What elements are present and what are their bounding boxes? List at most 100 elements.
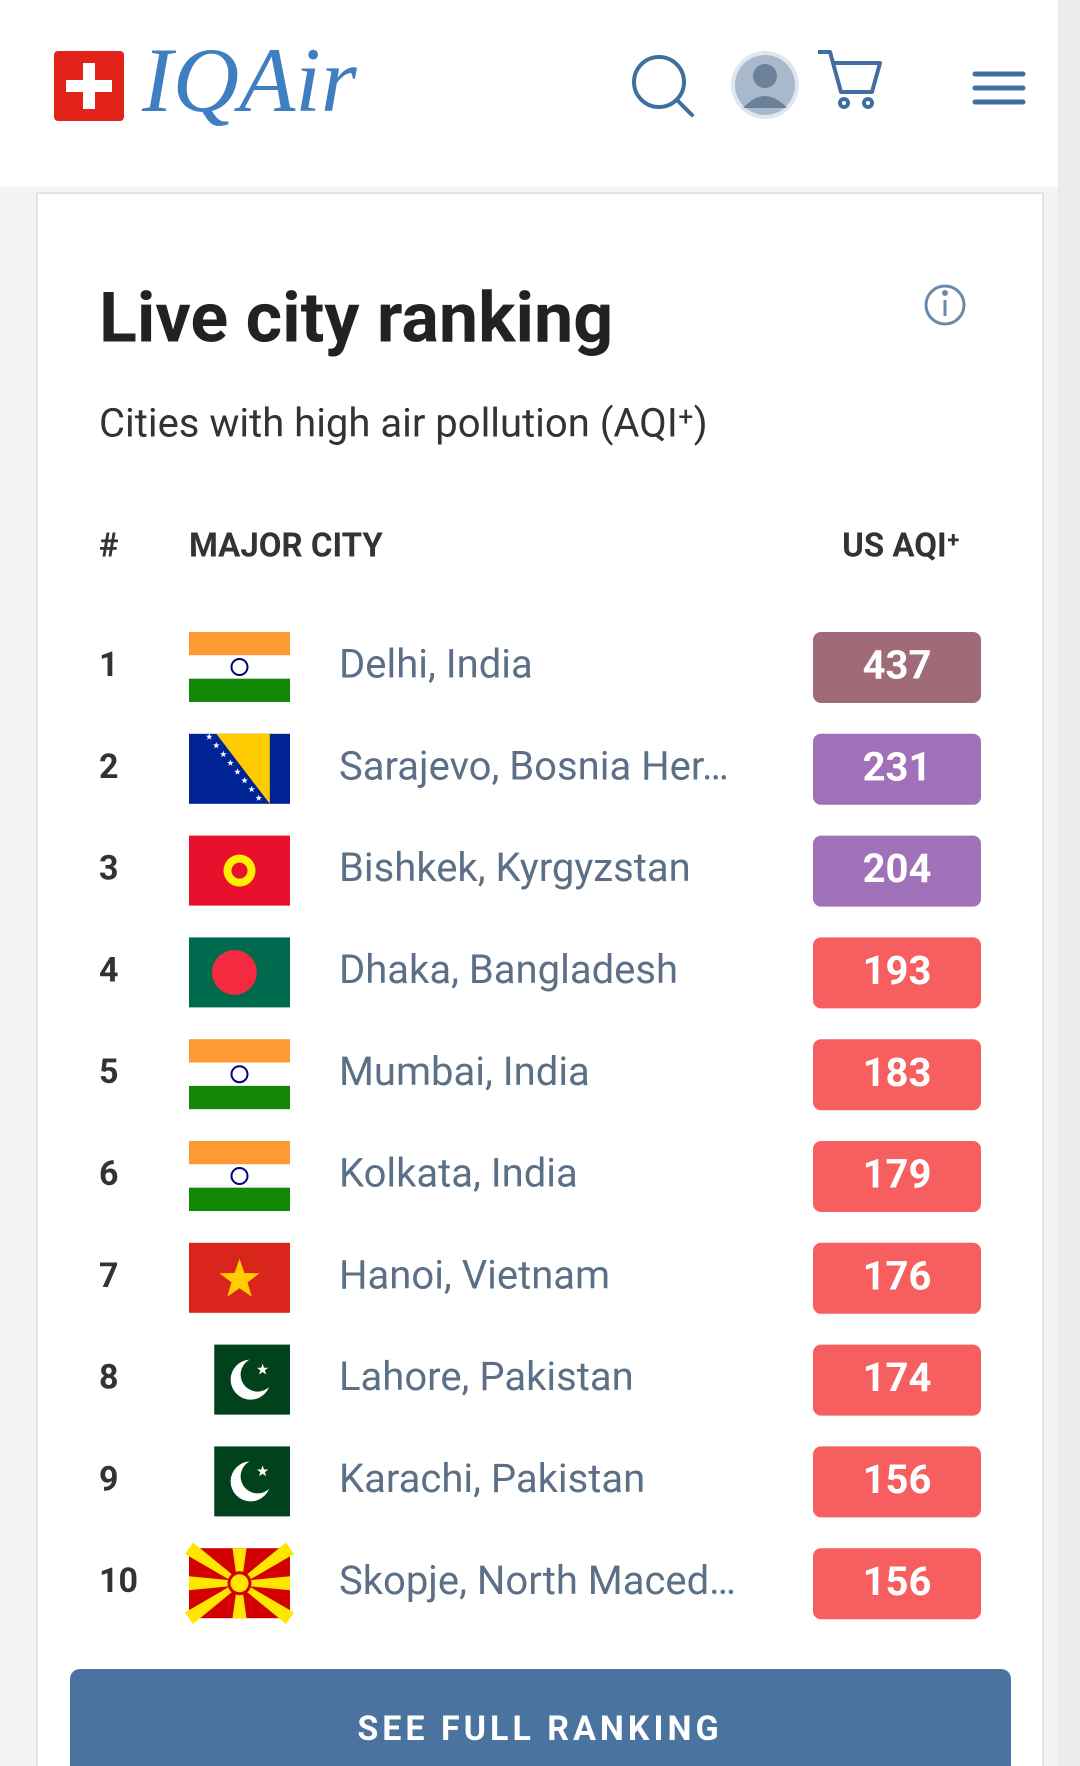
country-flag [189,1141,290,1211]
scrollbar [1058,0,1080,1766]
ray [189,1576,240,1591]
star [256,1363,269,1375]
star [234,768,241,775]
city-name: Karachi, Pakistan [339,1455,645,1502]
country-flag [214,1344,290,1415]
card-title: Live city ranking [99,277,613,359]
ranking-row[interactable]: 1 Delhi, India 437 [99,632,981,703]
lens [632,55,686,109]
avatar[interactable] [731,51,799,119]
city-name: Sarajevo, Bosnia Her… [339,742,729,789]
aqi-badge [813,937,981,1009]
button-bg [70,1669,1011,1766]
chakra [230,1167,249,1185]
aqi-badge [813,835,981,907]
disc [212,950,257,995]
search-icon[interactable] [632,55,694,117]
star [227,759,234,766]
city-name: Bishkek, Kyrgyzstan [339,844,691,891]
ranking-row[interactable]: 3 Bishkek, Kyrgyzstan 204 [99,835,981,907]
rank: 5 [99,1052,119,1092]
chakra [230,1065,249,1084]
avatar-body [743,96,787,108]
aqi-badge [813,1446,981,1518]
city-name: Kolkata, India [339,1150,578,1197]
country-flag [189,733,290,804]
crescent-cut [240,1459,275,1494]
rank: 2 [99,747,119,787]
ranking-row[interactable]: 2 Sarajevo, Bosnia Her… 231 [99,733,981,805]
city-name: Hanoi, Vietnam [339,1251,610,1298]
ranking-row[interactable]: 4 Dhaka, Bangladesh 193 [99,937,981,1009]
country-flag [189,937,290,1008]
aqi-badge [813,1344,981,1416]
sun-core [230,1574,249,1593]
aqi-value: 174 [863,1354,932,1401]
cross [66,80,112,92]
aqi-value: 437 [863,642,932,689]
city-name: Delhi, India [339,641,533,688]
stripe [189,1039,290,1063]
full-ranking-button[interactable]: SEE FULL RANKING [70,1669,1011,1766]
country-flag [189,632,290,702]
column-header: US AQI⁺ [842,527,960,566]
logo-text: IQAir [141,29,358,131]
wheel [862,97,874,109]
star [219,1258,260,1297]
info-circle [924,284,966,326]
star [241,777,248,784]
aqi-value: 183 [863,1049,932,1096]
ray [185,1581,241,1624]
stripe [189,655,290,679]
aqi-badge [813,1039,981,1111]
star [256,1465,269,1477]
ranking-row[interactable]: 6 Kolkata, India 179 [99,1141,981,1212]
wheel [838,97,850,109]
column-header: MAJOR CITY [189,527,383,566]
info-icon[interactable] [924,284,966,326]
aqi-value: 231 [863,743,932,790]
stripe [189,1164,290,1188]
star [205,733,213,740]
country-flag [189,835,290,906]
column-header: # [99,527,119,566]
rank: 10 [99,1561,138,1601]
triangle [216,733,270,804]
aqi-badge [813,1242,981,1314]
rank: 4 [99,950,119,990]
ranking-row[interactable]: 5 Mumbai, India 183 [99,1039,981,1111]
country-flag [214,1446,290,1517]
info-dot [942,290,948,296]
ray [232,1548,247,1584]
ray [238,1542,294,1585]
aqi-value: 204 [863,845,932,892]
aqi-value: 156 [863,1456,932,1503]
stripe [189,678,290,702]
country-flag [189,1242,290,1313]
handle [675,98,694,117]
ranking-row[interactable]: 7 Hanoi, Vietnam 176 [99,1242,981,1314]
crescent-cut [240,1357,275,1392]
rank: 3 [99,849,119,889]
aqi-badge [813,632,981,703]
logo[interactable]: IQAir [54,29,358,131]
stripe [189,1062,290,1086]
menu-icon[interactable] [972,71,1026,105]
aqi-badge [813,733,981,805]
cart-body [818,50,882,94]
rank: 1 [99,645,119,685]
rank: 9 [99,1459,119,1499]
ray [185,1542,241,1585]
stripe [189,1085,290,1110]
cart-icon[interactable] [818,50,882,109]
avatar-head [753,64,777,88]
city-name: Mumbai, India [339,1048,590,1095]
ranking-row[interactable]: 10 Skopje, North Maced… 156 [99,1542,981,1624]
ranking-row[interactable]: 8 Lahore, Pakistan 174 [99,1344,981,1416]
rank: 8 [99,1358,119,1398]
ranking-row[interactable]: 9 Karachi, Pakistan 156 [99,1446,981,1518]
aqi-value: 179 [863,1151,932,1198]
